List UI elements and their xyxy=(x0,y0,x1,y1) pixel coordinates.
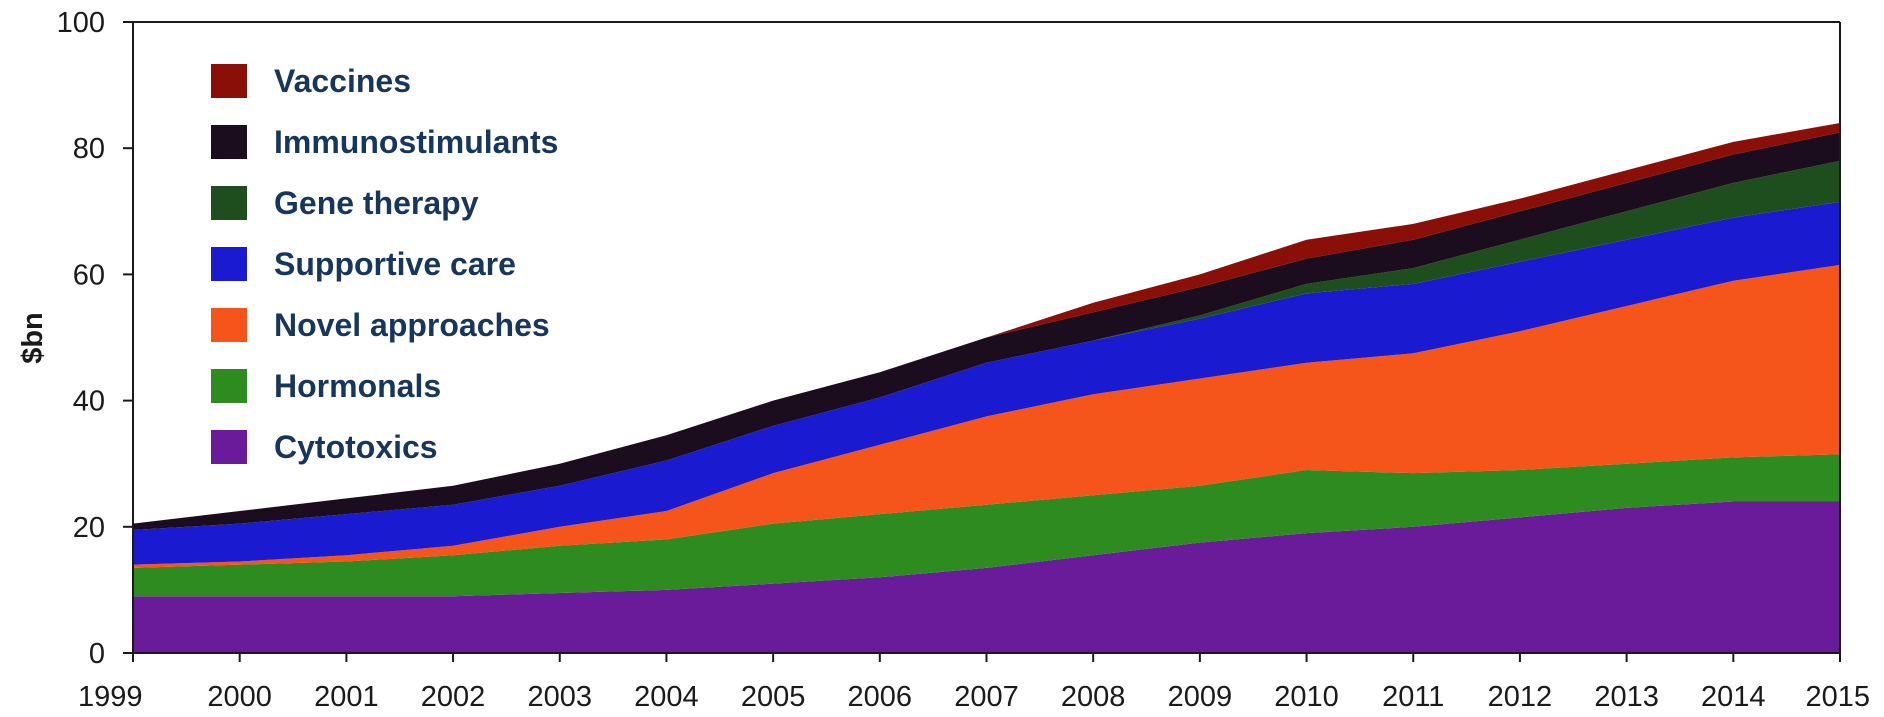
x-tick-label: 2004 xyxy=(634,681,699,713)
x-tick-label: 2006 xyxy=(848,681,913,713)
x-tick-label: 2014 xyxy=(1701,681,1766,713)
legend-label-novel-approaches: Novel approaches xyxy=(274,307,550,343)
x-tick-label: 2008 xyxy=(1061,681,1126,713)
x-tick-label: 2000 xyxy=(207,681,272,713)
x-tick-label: 2009 xyxy=(1168,681,1233,713)
legend-swatch-hormonals xyxy=(211,369,247,403)
legend-label-vaccines: Vaccines xyxy=(274,63,411,99)
legend-label-supportive-care: Supportive care xyxy=(274,246,516,282)
y-tick-label: 60 xyxy=(73,259,105,291)
area-vaccines xyxy=(133,122,1840,524)
legend-swatch-immunostimulants xyxy=(211,125,247,159)
area-hormonals xyxy=(133,454,1840,597)
y-tick-label: 0 xyxy=(89,638,105,670)
x-tick-label: 2012 xyxy=(1488,681,1553,713)
y-tick-label: 100 xyxy=(57,7,105,39)
legend-swatch-gene-therapy xyxy=(211,186,247,220)
x-tick-label: 2002 xyxy=(421,681,486,713)
legend-swatch-novel-approaches xyxy=(211,308,247,342)
x-tick-label: 2013 xyxy=(1594,681,1659,713)
area-supportive-care xyxy=(133,201,1840,565)
legend-swatch-cytotoxics xyxy=(211,430,247,464)
area-immunostimulants xyxy=(133,132,1840,530)
legend-label-immunostimulants: Immunostimulants xyxy=(274,124,558,160)
y-ticks: 0 20 40 60 80 100 xyxy=(57,7,133,670)
area-cytotoxics xyxy=(133,501,1840,653)
x-tick-label: 2011 xyxy=(1382,681,1444,713)
x-tick-label: 2015 xyxy=(1805,681,1870,713)
area-layer xyxy=(133,122,1840,653)
x-tick-label: 2003 xyxy=(527,681,592,713)
legend-swatch-supportive-care xyxy=(211,247,247,281)
legend-label-cytotoxics: Cytotoxics xyxy=(274,429,438,465)
y-tick-label: 40 xyxy=(73,386,105,418)
x-tick-label: 2001 xyxy=(314,681,379,713)
legend-swatch-vaccines xyxy=(211,64,247,98)
legend: Vaccines Immunostimulants Gene therapy Supp… xyxy=(211,63,558,465)
y-tick-label: 20 xyxy=(73,512,105,544)
x-tick-label: 1999 xyxy=(78,681,143,713)
legend-label-hormonals: Hormonals xyxy=(274,368,441,404)
x-ticks: 1999 2000 2001 2002 2003 2004 2005 2006 2007 2008… xyxy=(78,653,1870,713)
x-tick-label: 2010 xyxy=(1274,681,1339,713)
y-axis-label: $bn xyxy=(17,312,49,364)
x-tick-label: 2005 xyxy=(741,681,806,713)
x-tick-label: 2007 xyxy=(954,681,1019,713)
y-tick-label: 80 xyxy=(73,133,105,165)
legend-label-gene-therapy: Gene therapy xyxy=(274,185,479,221)
